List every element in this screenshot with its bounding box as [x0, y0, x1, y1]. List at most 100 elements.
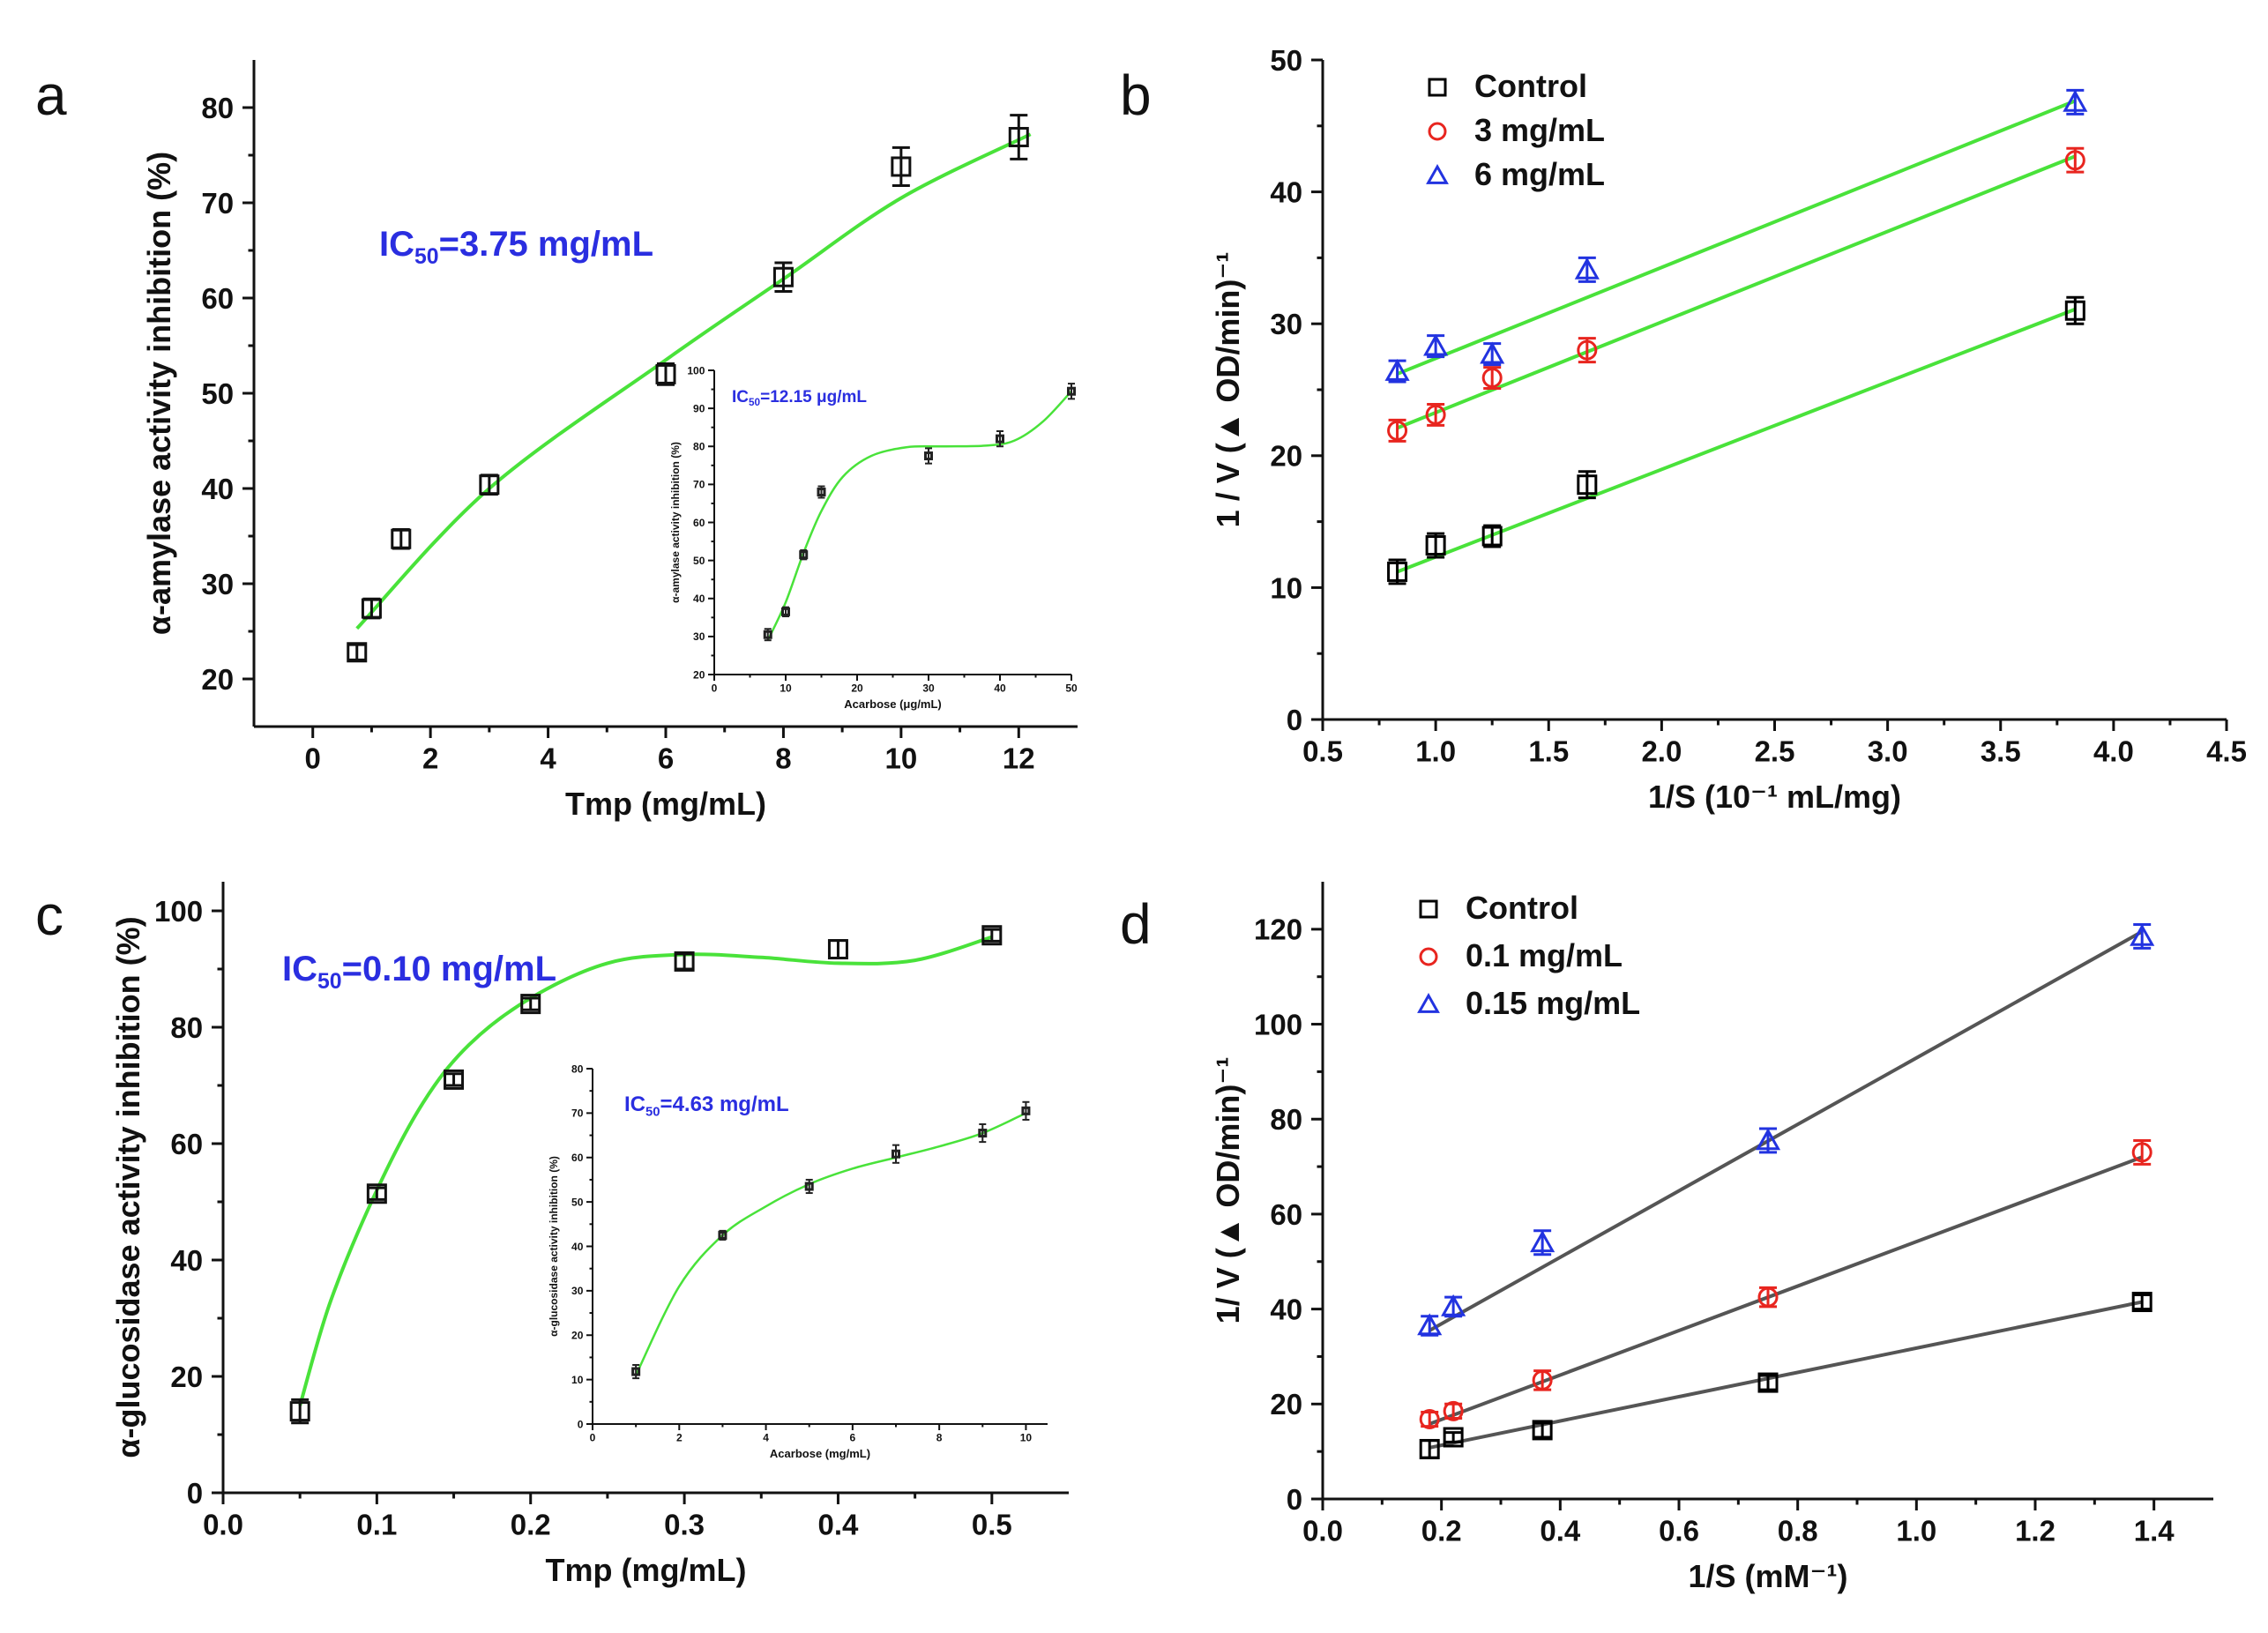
inset-series-fit-line	[635, 1112, 1026, 1376]
inset-x-axis-title: Acarbose (mg/mL)	[770, 1447, 870, 1460]
panel-a-y-tick-label: 50	[201, 377, 234, 410]
panel-d-x-tick-label: 0.6	[1659, 1515, 1699, 1547]
panel-b-x-tick-label: 2.0	[1641, 735, 1682, 768]
panel-c-x-tick-label: 0.1	[356, 1509, 397, 1541]
series-0-data-point	[361, 598, 382, 619]
series-2-fit-line	[1396, 99, 2077, 376]
panel-d-x-tick-label: 0.4	[1540, 1515, 1581, 1547]
series-1-data-point	[1481, 368, 1503, 389]
inset-c-y-tick-label: 20	[571, 1330, 584, 1342]
series-0-data-point	[827, 939, 848, 960]
series-0-fit-line	[1396, 307, 2077, 574]
panel-c-y-tick-label: 100	[154, 895, 203, 928]
inset-series-fit-line	[766, 390, 1072, 641]
panel-d-y-tick-label: 100	[1254, 1008, 1302, 1040]
series-1-fit-line	[1396, 154, 2077, 430]
ic50-annotation: IC50=3.75 mg/mL	[379, 225, 653, 269]
panel-d-y-tick-label: 20	[1270, 1388, 1302, 1420]
inset-a-y-tick-label: 90	[693, 402, 705, 414]
series-0-fit-line	[355, 132, 1032, 630]
legend-marker-1	[1419, 947, 1438, 966]
panel-a-y-tick-label: 60	[201, 282, 234, 315]
panel-b-y-tick-label: 0	[1287, 704, 1302, 736]
panel-b-x-tick-label: 4.5	[2206, 735, 2247, 768]
series-0-data-point	[2131, 1292, 2152, 1313]
x-axis-title: Tmp (mg/mL)	[546, 1552, 747, 1588]
y-axis-title: α-amylase activity inhibition (%)	[141, 152, 177, 635]
inset-a-x-tick-label: 20	[851, 682, 863, 695]
panel-b-x-tick-label: 1.0	[1415, 735, 1456, 768]
panel-d-x-tick-label: 0.2	[1421, 1515, 1462, 1547]
inset-c-y-tick-label: 80	[571, 1063, 584, 1075]
panel-d-y-tick-label: 0	[1287, 1483, 1302, 1516]
panel-d: 0.0 0.2 0.4 0.6 0.8 1.0 1.2 1.4 0 20 40 60 80 100 120 1…	[1210, 882, 2213, 1594]
inset-c-y-tick-label: 70	[571, 1107, 584, 1120]
panel-b-x-tick-label: 2.5	[1755, 735, 1795, 768]
panel-a-x-tick-label: 6	[658, 742, 674, 775]
panel-b-x-tick-label: 0.5	[1302, 735, 1343, 768]
legend-label-0: Control	[1474, 68, 1587, 104]
series-1-data-point	[1425, 404, 1446, 425]
inset-a-x-tick-label: 10	[780, 682, 792, 695]
series-1-data-point	[1419, 1409, 1440, 1430]
panel-label-a: a	[35, 63, 67, 127]
series-2-data-point	[1423, 333, 1449, 356]
inset-c-x-tick-label: 2	[676, 1432, 683, 1444]
legend-label-2: 6 mg/mL	[1474, 156, 1605, 192]
legend-label-2: 0.15 mg/mL	[1466, 985, 1640, 1021]
panel-label-c: c	[35, 884, 63, 947]
series-0-data-point	[366, 1183, 387, 1204]
inset-a-y-tick-label: 20	[693, 668, 705, 681]
panel-a-x-tick-label: 12	[1003, 742, 1035, 775]
legend-marker-2	[1426, 164, 1449, 184]
series-0-data-point	[1757, 1372, 1779, 1393]
inset-c-y-tick-label: 60	[571, 1152, 584, 1164]
x-axis-title: Tmp (mg/mL)	[565, 786, 766, 822]
inset-series-data-point	[1021, 1106, 1031, 1115]
panel-d-x-tick-label: 1.0	[1896, 1515, 1936, 1547]
panel-d-x-tick-label: 0.8	[1778, 1515, 1818, 1547]
panel-d-y-tick-label: 40	[1270, 1293, 1302, 1325]
series-2-data-point	[1441, 1294, 1466, 1316]
series-0-data-point	[1419, 1438, 1440, 1459]
legend-marker-0	[1428, 78, 1447, 97]
legend-label-1: 3 mg/mL	[1474, 112, 1605, 148]
inset-c-y-tick-label: 40	[571, 1241, 584, 1253]
series-0-data-point	[674, 951, 695, 972]
panel-b-x-tick-label: 1.5	[1528, 735, 1569, 768]
panel-b-x-tick-label: 3.0	[1868, 735, 1908, 768]
series-2-data-point	[2130, 923, 2155, 946]
series-2-data-point	[2063, 89, 2088, 112]
series-0-data-point	[1481, 526, 1503, 547]
panel-a-x-tick-label: 4	[540, 742, 556, 775]
panel-c-y-tick-label: 0	[187, 1477, 203, 1510]
inset-a: 0 10 20 30 40 50 20 30 40 50 60 70 80 90 100 Acarbose (…	[669, 364, 1078, 711]
series-1-data-point	[1532, 1369, 1553, 1391]
series-2-data-point	[1574, 257, 1600, 280]
panel-c-x-tick-label: 0.4	[818, 1509, 860, 1541]
legend-marker-2	[1417, 993, 1440, 1013]
legend-label-1: 0.1 mg/mL	[1466, 937, 1623, 973]
series-1-data-point	[1577, 339, 1598, 361]
panel-b-y-tick-label: 10	[1270, 571, 1302, 604]
inset-series-data-point	[1067, 386, 1076, 396]
inset-series-data-point	[781, 607, 790, 616]
inset-series-data-point	[763, 630, 772, 639]
series-1-fit-line	[1429, 1155, 2143, 1426]
series-0-data-point	[1577, 474, 1598, 496]
y-axis-title: α-glucosidase activity inhibition (%)	[110, 916, 146, 1458]
panel-a-y-tick-label: 80	[201, 92, 234, 124]
inset-series-data-point	[804, 1182, 814, 1191]
series-0-data-point	[1443, 1427, 1464, 1448]
series-2-data-point	[1530, 1230, 1556, 1253]
inset-c-y-tick-label: 10	[571, 1374, 584, 1386]
panel-a-y-tick-label: 70	[201, 187, 234, 220]
inset-series-data-point	[892, 1149, 900, 1159]
series-0-data-point	[479, 474, 500, 496]
inset-c-x-tick-label: 0	[590, 1432, 596, 1444]
panel-c-y-tick-label: 20	[170, 1361, 203, 1393]
inset-a-y-tick-label: 60	[693, 517, 705, 529]
panel-a-y-tick-label: 40	[201, 473, 234, 505]
